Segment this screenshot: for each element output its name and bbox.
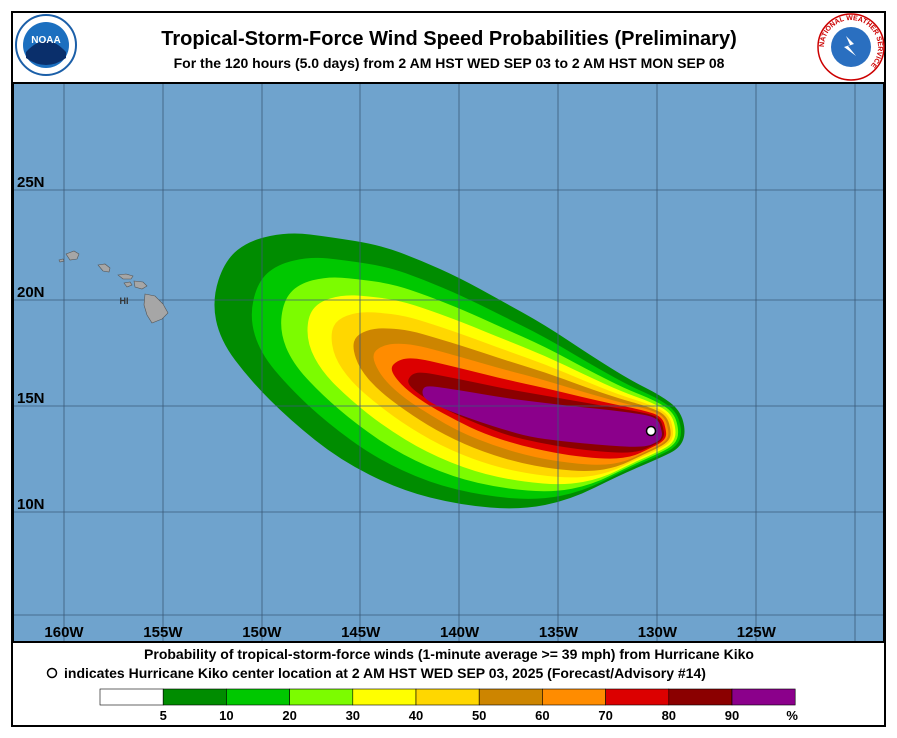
legend-tick: 40 xyxy=(409,708,423,723)
footer-line: indicates Hurricane Kiko center location… xyxy=(64,665,706,681)
legend-tick: 5 xyxy=(160,708,167,723)
legend-tick: 10 xyxy=(219,708,233,723)
logo-bolt xyxy=(844,36,856,56)
legend-swatch xyxy=(415,688,480,706)
lon-label: 135W xyxy=(539,624,579,641)
noaa-logo: NOAA xyxy=(15,14,77,76)
legend-swatch xyxy=(668,688,733,706)
legend-swatch xyxy=(352,688,417,706)
logo-disc xyxy=(831,27,871,67)
hawaiian-islands xyxy=(58,250,169,324)
logo-wave xyxy=(26,41,66,65)
footer-line: Probability of tropical-storm-force wind… xyxy=(144,646,754,662)
lat-label: 10N xyxy=(17,496,45,513)
island xyxy=(97,263,111,273)
legend-swatch xyxy=(542,688,606,706)
island xyxy=(117,273,134,280)
lon-label: 125W xyxy=(737,624,777,641)
lon-label: 155W xyxy=(143,624,183,641)
probability-contours xyxy=(214,233,685,509)
legend-tick: 30 xyxy=(346,708,360,723)
title: Tropical-Storm-Force Wind Speed Probabil… xyxy=(161,28,737,50)
lon-label: 160W xyxy=(44,624,84,641)
legend-tick: 80 xyxy=(662,708,676,723)
legend-tick: 90 xyxy=(725,708,739,723)
subtitle: For the 120 hours (5.0 days) from 2 AM H… xyxy=(174,55,725,71)
grid xyxy=(13,83,884,642)
lon-label: 130W xyxy=(638,624,678,641)
legend-tick: 70 xyxy=(598,708,612,723)
legend-swatch xyxy=(731,688,796,706)
lat-label: 25N xyxy=(17,174,45,191)
legend-tick: 20 xyxy=(282,708,296,723)
legend-swatch xyxy=(99,688,164,706)
island-label: HI xyxy=(120,296,129,306)
lat-label: 20N xyxy=(17,284,45,301)
legend-swatch xyxy=(162,688,227,706)
lon-label: 145W xyxy=(341,624,381,641)
legend-swatch xyxy=(226,688,290,706)
center-symbol xyxy=(46,667,58,679)
map-border xyxy=(12,82,885,643)
lon-label: 150W xyxy=(242,624,282,641)
nws-logo: NATIONAL WEATHER SERVICE xyxy=(817,13,885,81)
island xyxy=(123,281,133,288)
storm-center xyxy=(645,425,657,437)
legend-swatch xyxy=(289,688,354,706)
legend-unit: % xyxy=(786,708,798,723)
legend-swatch xyxy=(478,688,543,706)
logo-text: NOAA xyxy=(31,35,60,46)
legend-swatch xyxy=(605,688,670,706)
lat-label: 15N xyxy=(17,390,45,407)
island xyxy=(143,293,169,324)
lon-label: 140W xyxy=(440,624,480,641)
lat-labels: 25N 20N 15N 10N xyxy=(17,174,45,513)
island xyxy=(65,250,80,261)
legend-tick: 60 xyxy=(535,708,549,723)
island xyxy=(58,258,65,263)
legend: 5 10 20 30 40 50 60 70 80 90% xyxy=(99,688,798,723)
lon-labels: 160W 155W 150W 145W 140W 135W 130W 125W xyxy=(44,624,776,641)
contour xyxy=(422,386,662,447)
island xyxy=(133,280,148,290)
legend-tick: 50 xyxy=(472,708,486,723)
